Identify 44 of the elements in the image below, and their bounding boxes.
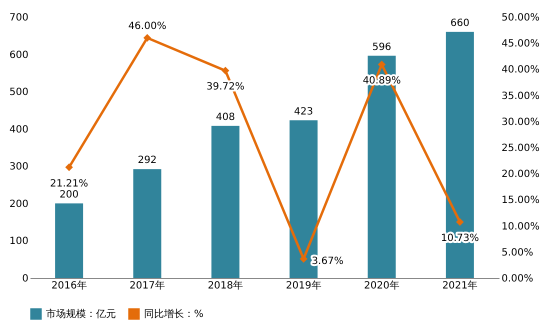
legend-label: 市场规模：亿元 bbox=[46, 308, 116, 320]
y2-tick-label: 20.00% bbox=[502, 169, 540, 180]
data-label: 46.00% bbox=[128, 20, 166, 32]
point bbox=[143, 34, 152, 42]
x-tick-label: 2019年 bbox=[286, 280, 322, 292]
y2-tick-label: 50.00% bbox=[502, 12, 540, 24]
y2-tick-label: 5.00% bbox=[502, 247, 534, 258]
x-tick-label: 2020年 bbox=[364, 280, 400, 292]
data-label: 596 bbox=[372, 42, 392, 53]
y-tick-label: 200 bbox=[9, 198, 28, 210]
x-tick-label: 2017年 bbox=[130, 280, 165, 292]
y-tick-label: 100 bbox=[9, 236, 28, 248]
x-tick-label: 2018年 bbox=[208, 280, 244, 292]
legend-label: 同比增长：% bbox=[144, 308, 204, 320]
data-label: 21.21% bbox=[50, 178, 88, 190]
y-tick-label: 600 bbox=[9, 50, 28, 61]
x-tick-label: 2016年 bbox=[51, 280, 87, 292]
point bbox=[65, 163, 73, 172]
y2-tick-label: 35.00% bbox=[502, 90, 540, 102]
y2-tick-label: 30.00% bbox=[502, 116, 540, 128]
data-label: 408 bbox=[216, 112, 235, 123]
x-tick-label: 2021年 bbox=[442, 280, 478, 292]
y2-tick-label: 10.00% bbox=[502, 221, 540, 232]
point bbox=[456, 218, 464, 226]
data-label: 660 bbox=[450, 18, 470, 29]
y2-tick-label: 15.00% bbox=[502, 195, 540, 206]
y-tick-label: 500 bbox=[9, 87, 28, 98]
y2-tick-label: 0.00% bbox=[502, 274, 534, 284]
point bbox=[300, 254, 308, 263]
bar bbox=[55, 203, 84, 278]
y-tick-label: 700 bbox=[9, 12, 28, 24]
y2-tick-label: 40.00% bbox=[502, 64, 540, 76]
bar bbox=[211, 126, 240, 278]
data-label: 200 bbox=[60, 189, 79, 200]
y-tick-label: 300 bbox=[9, 162, 28, 173]
point bbox=[378, 60, 386, 68]
bar bbox=[133, 169, 162, 278]
point bbox=[222, 66, 230, 75]
y-tick-label: 400 bbox=[9, 124, 28, 136]
y-tick-label: 0 bbox=[22, 274, 28, 284]
y2-tick-label: 25.00% bbox=[502, 143, 540, 154]
data-label: 292 bbox=[138, 155, 157, 166]
data-label: 423 bbox=[294, 106, 314, 118]
y2-tick-label: 45.00% bbox=[502, 38, 540, 50]
